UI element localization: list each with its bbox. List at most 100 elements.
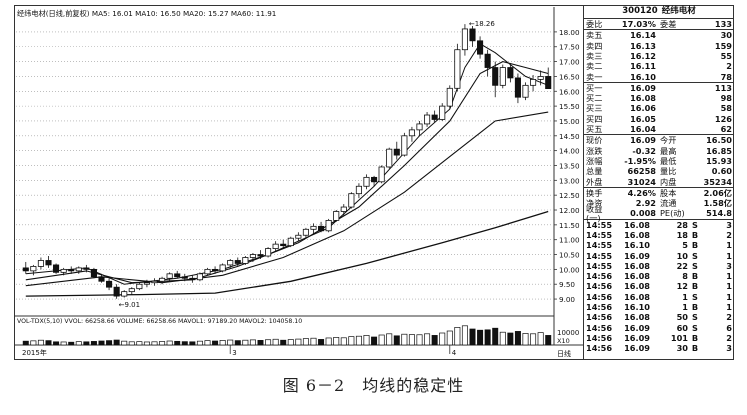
ask-row: 卖三 16.12 55 <box>584 51 734 61</box>
volume-bar <box>333 337 340 346</box>
stat-label: 总量 <box>586 166 603 177</box>
stat-row: 外盘 31024 内盘 35234 <box>584 176 734 186</box>
tick-row: 14:56 16.08 8 B 1 <box>584 271 734 281</box>
candle <box>484 49 491 77</box>
tick-price: 16.10 <box>624 302 650 313</box>
candle <box>461 24 468 56</box>
tick-time: 14:56 <box>586 343 613 354</box>
tick-count: 2 <box>726 312 732 323</box>
candle <box>355 183 362 199</box>
stat-value: 35234 <box>703 176 732 187</box>
tick-time: 14:56 <box>586 302 613 313</box>
candle-body <box>212 268 219 272</box>
tick-time: 14:55 <box>586 260 613 271</box>
ask-price: 16.10 <box>630 71 656 82</box>
candle <box>68 266 75 274</box>
tick-price: 16.08 <box>624 229 650 240</box>
tick-count: 1 <box>726 271 732 282</box>
tick-row: 14:56 16.08 12 B 1 <box>584 281 734 291</box>
volume-bar <box>499 331 506 346</box>
candle-body <box>83 267 90 270</box>
candle <box>98 273 105 283</box>
fund-row: 收益(一) 0.008 PE(动) 514.8 <box>584 205 734 222</box>
candle <box>514 73 521 104</box>
volume-bar <box>83 341 90 346</box>
volume-bar <box>545 335 552 346</box>
price-axis: 18.00 17.50 17.00 16.50 16.00 15.50 15.00 14.50… <box>554 28 580 304</box>
volume-bar <box>355 335 362 346</box>
volume-bar <box>68 341 75 346</box>
fund-value: 2.06亿 <box>703 187 732 198</box>
volume-bar <box>287 339 294 346</box>
fund-value: 2.92 <box>635 198 656 209</box>
bid-book: 买一 16.09 113 买二 16.08 98 买三 16.06 58 买四 16.05 126 买五… <box>584 83 734 136</box>
quote-panel: 300120 经纬电材 委比 17.03% 委差 133 卖五 16.14 30 卖四… <box>583 5 734 360</box>
volume-bar <box>492 327 499 346</box>
tick-volume: 12 <box>676 281 688 292</box>
volume-bar <box>393 335 400 346</box>
tick-count: 1 <box>726 240 732 251</box>
tick-row: 14:56 16.10 1 B 1 <box>584 302 734 312</box>
volume-bar <box>522 333 529 346</box>
tick-row: 14:55 16.09 10 S 1 <box>584 251 734 261</box>
volume-bar <box>98 340 105 346</box>
candle-body <box>106 280 113 288</box>
ask-volume: 78 <box>720 71 732 82</box>
ask-label: 卖四 <box>586 40 603 51</box>
volume-bar <box>174 340 181 346</box>
stock-code: 300120 <box>622 6 658 17</box>
ask-label: 卖五 <box>586 30 603 41</box>
candle-body <box>325 219 332 232</box>
candle-body <box>30 266 37 272</box>
ask-label: 卖一 <box>586 71 603 82</box>
fund-row: 换手 4.26% 股本 2.06亿 <box>584 188 734 198</box>
y-tick-label: 12.00 <box>559 206 580 215</box>
candle-body <box>151 280 158 284</box>
price-stats: 现价 16.09 今开 16.50 涨跌 -0.32 最高 16.85 涨幅 -1.95% 最低 15… <box>584 135 734 188</box>
candle-body <box>416 123 423 131</box>
candle <box>45 256 52 268</box>
candle-body <box>310 225 317 230</box>
fund-label: 股本 <box>660 187 677 198</box>
volume-bar <box>310 337 317 346</box>
tick-time: 14:56 <box>586 322 613 333</box>
volume-bar <box>204 340 211 346</box>
candle-body <box>159 277 166 282</box>
candle-body <box>265 248 272 257</box>
bid-row: 买五 16.04 62 <box>584 124 734 134</box>
bid-price: 16.04 <box>630 124 656 135</box>
candle-body <box>22 267 29 272</box>
volume-bar <box>340 337 347 346</box>
y-tick-label: 13.00 <box>559 176 580 185</box>
candle-body <box>492 67 499 86</box>
tick-row: 14:56 16.08 1 S 1 <box>584 292 734 302</box>
candle <box>446 85 453 110</box>
candle <box>295 232 302 242</box>
kline-chart[interactable]: 18.00 17.50 17.00 16.50 16.00 15.50 15.00 14.50… <box>14 5 583 360</box>
candle-body <box>136 283 143 290</box>
tick-side: B <box>691 240 699 251</box>
fund-label: 流通 <box>660 198 677 209</box>
tick-row: 14:55 16.08 28 S 3 <box>584 220 734 230</box>
candle <box>90 267 97 279</box>
volume-bar <box>121 340 128 346</box>
candle-body <box>98 276 105 282</box>
candle-body <box>386 148 393 168</box>
candle <box>340 204 347 216</box>
bid-row: 买一 16.09 113 <box>584 83 734 93</box>
bid-volume: 126 <box>714 113 732 124</box>
volume-bar <box>151 341 158 346</box>
candle-body <box>242 257 249 264</box>
candle-body <box>121 291 128 297</box>
candle <box>106 278 113 291</box>
volume-bar <box>53 341 60 346</box>
candle-body <box>302 228 309 236</box>
volume-bar <box>424 333 431 346</box>
candle-body <box>113 286 120 297</box>
tick-list[interactable]: 14:55 16.08 28 S 3 14:55 16.08 18 B 2 14:55 16.10 5 B… <box>584 220 734 354</box>
tick-count: 3 <box>726 343 732 354</box>
volume-panel: VOL-TDX(5,10) VVOL: 66258.66 VOLUME: 662… <box>14 315 583 346</box>
volume-bar <box>22 340 29 346</box>
volume-bar <box>90 341 97 346</box>
candle <box>378 165 385 184</box>
